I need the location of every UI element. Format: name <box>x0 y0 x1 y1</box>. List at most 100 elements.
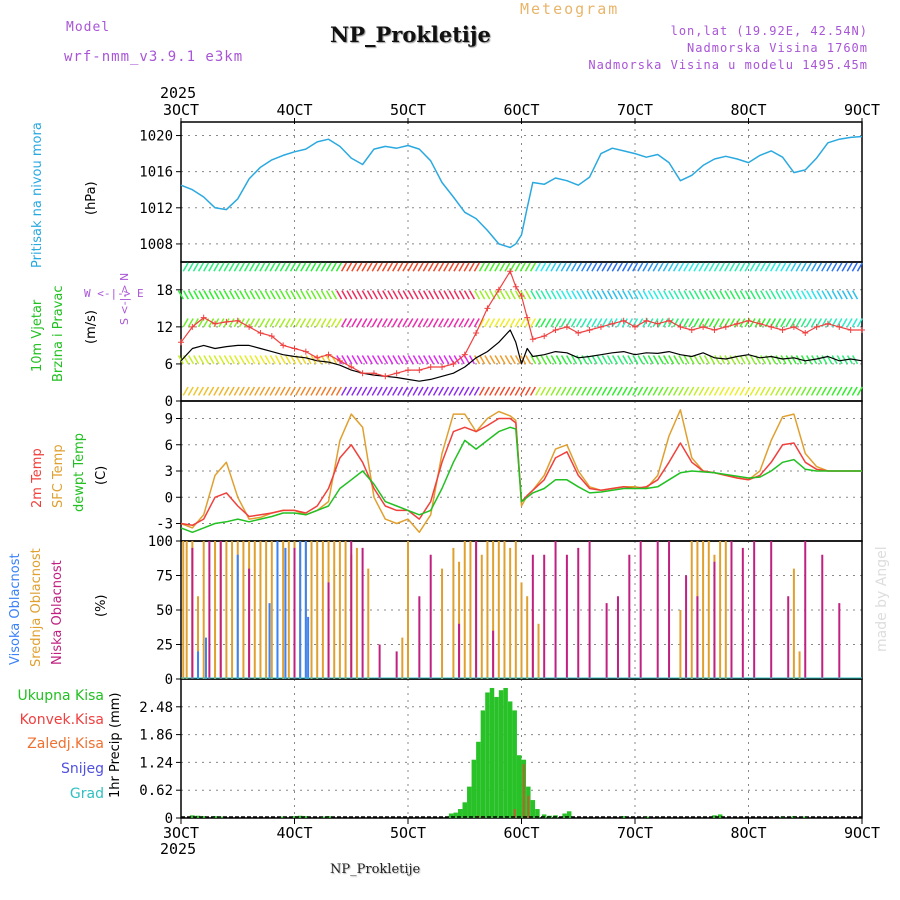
wind-gust-marker <box>325 351 332 358</box>
x-tick-label-bottom: 7OCT <box>617 824 653 842</box>
wind-barb <box>371 386 378 396</box>
wind-barb <box>341 355 348 365</box>
wind-barb <box>775 318 782 328</box>
wind-barb <box>749 318 756 328</box>
wind-barb <box>402 318 409 328</box>
wind-barb <box>295 290 302 300</box>
wind-gust-marker <box>620 317 627 324</box>
wind-gust-marker <box>688 326 695 333</box>
wind-barb <box>550 318 557 328</box>
wind-barb <box>785 318 792 328</box>
wind-barb <box>351 355 358 365</box>
wind-barb <box>412 290 419 300</box>
wind-barb <box>775 262 782 272</box>
wind-barb <box>764 386 771 396</box>
total-rain-bar <box>562 813 567 818</box>
wind-barb <box>545 355 552 365</box>
wind-barb <box>448 262 455 272</box>
wind-barb <box>397 318 404 328</box>
y-tick-label: 75 <box>156 569 173 585</box>
wind-barb <box>698 262 705 272</box>
wind-barb <box>402 355 409 365</box>
wind-barb <box>351 386 358 396</box>
year-bottom: 2025 <box>160 840 197 858</box>
wind-barb <box>361 318 368 328</box>
wind-barb <box>335 318 342 328</box>
wind-barb <box>617 355 624 365</box>
y-tick-label: 1016 <box>139 165 173 181</box>
wind-barb <box>657 355 665 365</box>
wind-barb <box>826 386 833 396</box>
wind-barb <box>540 262 547 272</box>
wind-barb <box>800 355 808 365</box>
wind-barb <box>198 290 205 300</box>
wind-barb <box>708 386 715 396</box>
wind-barb <box>616 262 623 272</box>
wind-barb <box>576 355 583 365</box>
wind-barb <box>754 290 762 300</box>
wind-barb <box>356 318 363 328</box>
wind-barb <box>448 318 455 328</box>
wind-barb <box>596 355 603 365</box>
wind-barb <box>678 262 685 272</box>
wind-barb <box>846 290 854 300</box>
wind-barb <box>514 318 521 328</box>
wind-barb <box>223 355 230 365</box>
wind-barb <box>243 386 251 396</box>
wind-barb <box>769 262 777 272</box>
wind-gust-marker <box>609 320 616 327</box>
wind-barb <box>335 262 342 272</box>
wind-barb <box>846 262 853 272</box>
total-rain-bar <box>489 687 495 818</box>
wind-barb <box>483 262 491 272</box>
wind-barb <box>703 355 710 365</box>
wind-gust-marker <box>280 342 287 349</box>
total-rain-bar <box>195 815 201 818</box>
wind-barb <box>279 262 286 272</box>
wind-barb <box>458 318 465 328</box>
wind-barb <box>729 262 736 272</box>
wind-barb <box>300 318 307 328</box>
wind-barb <box>279 290 287 300</box>
wind-barb <box>331 290 338 300</box>
wind-barb <box>422 318 429 328</box>
wind-barb <box>831 386 838 396</box>
wind-barb <box>591 290 598 300</box>
wind-barb <box>463 386 470 396</box>
wind-barb <box>197 318 205 328</box>
wind-gust-marker <box>246 323 253 330</box>
wind-gust-marker <box>507 268 514 275</box>
wind-barb <box>795 318 802 328</box>
wind-barb <box>228 386 235 396</box>
wind-barb <box>520 290 527 300</box>
wind-barb <box>443 386 450 396</box>
total-rain-bar <box>717 814 723 818</box>
wind-barb <box>438 355 445 365</box>
wind-gust-marker <box>552 326 559 333</box>
wind-barb <box>571 355 578 365</box>
wind-barb <box>437 262 445 272</box>
wind-barb <box>514 290 522 300</box>
wind-barb <box>529 386 537 396</box>
model-name: wrf-nmm_v3.9.1 e3km <box>64 49 244 65</box>
y-tick-label: 12 <box>156 320 173 336</box>
wind-barb <box>856 386 863 396</box>
wind-barb <box>581 318 588 328</box>
wind-barb <box>346 318 353 328</box>
total-rain-bar <box>471 759 477 818</box>
model-label: Model <box>66 20 111 35</box>
wind-barb <box>846 318 853 328</box>
wind-barb <box>545 386 552 396</box>
wind-gust-marker <box>745 317 752 324</box>
wind-barb <box>708 262 715 272</box>
wind-barb <box>427 318 434 328</box>
wind-barb <box>239 355 246 365</box>
wind-barb <box>376 386 383 396</box>
wind-barb <box>417 318 424 328</box>
wind-barb <box>377 355 384 365</box>
wind-barb <box>356 290 363 300</box>
wind-barb <box>519 318 526 328</box>
wind-barb <box>611 355 619 365</box>
wind-barb <box>841 290 848 300</box>
wind-gust-marker <box>847 326 854 333</box>
